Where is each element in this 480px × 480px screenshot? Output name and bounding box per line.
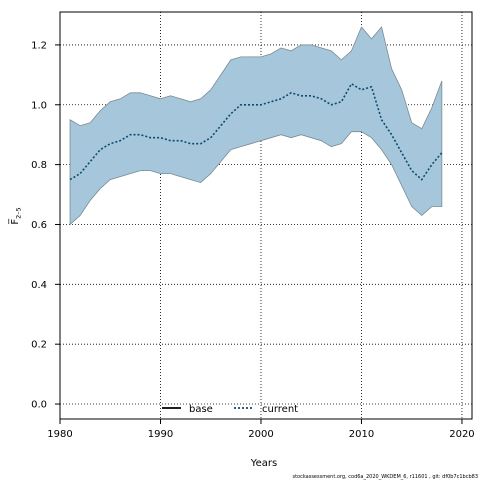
x-tick-label: 1990 (148, 429, 173, 440)
y-axis-title-sub: 2–5 (15, 207, 23, 219)
y-tick-label: 1.0 (31, 100, 47, 111)
y-tick-label: 0.6 (31, 220, 47, 231)
y-axis-title-main: F̅ (8, 218, 21, 225)
y-tick-label: 0.0 (31, 400, 47, 411)
x-tick-label: 2000 (248, 429, 273, 440)
y-tick-label: 0.4 (31, 280, 47, 291)
svg-text:F̅2–5: F̅2–5 (8, 207, 22, 225)
plot-frame (59, 11, 473, 420)
legend-label-current: current (262, 404, 298, 415)
y-tick-label: 0.8 (31, 160, 47, 171)
x-tick-label: 1980 (47, 429, 72, 440)
x-tick-label: 2010 (349, 429, 374, 440)
y-tick-label: 0.2 (31, 340, 47, 351)
footer-text: stockassessment.org, cod6a_2020_WKDEM_6,… (292, 474, 478, 480)
x-axis: 1980 1990 2000 2010 2020 (47, 419, 475, 440)
x-axis-title: Years (250, 458, 277, 469)
uncertainty-band (69, 26, 443, 226)
x-tick-label: 2020 (449, 429, 474, 440)
y-axis: 0.0 0.2 0.4 0.6 0.8 1.0 1.2 (31, 40, 60, 411)
legend: base current (162, 404, 298, 415)
y-axis-title: F̅2–5 (8, 207, 22, 225)
legend-label-base: base (189, 404, 213, 415)
y-tick-label: 1.2 (31, 40, 47, 51)
